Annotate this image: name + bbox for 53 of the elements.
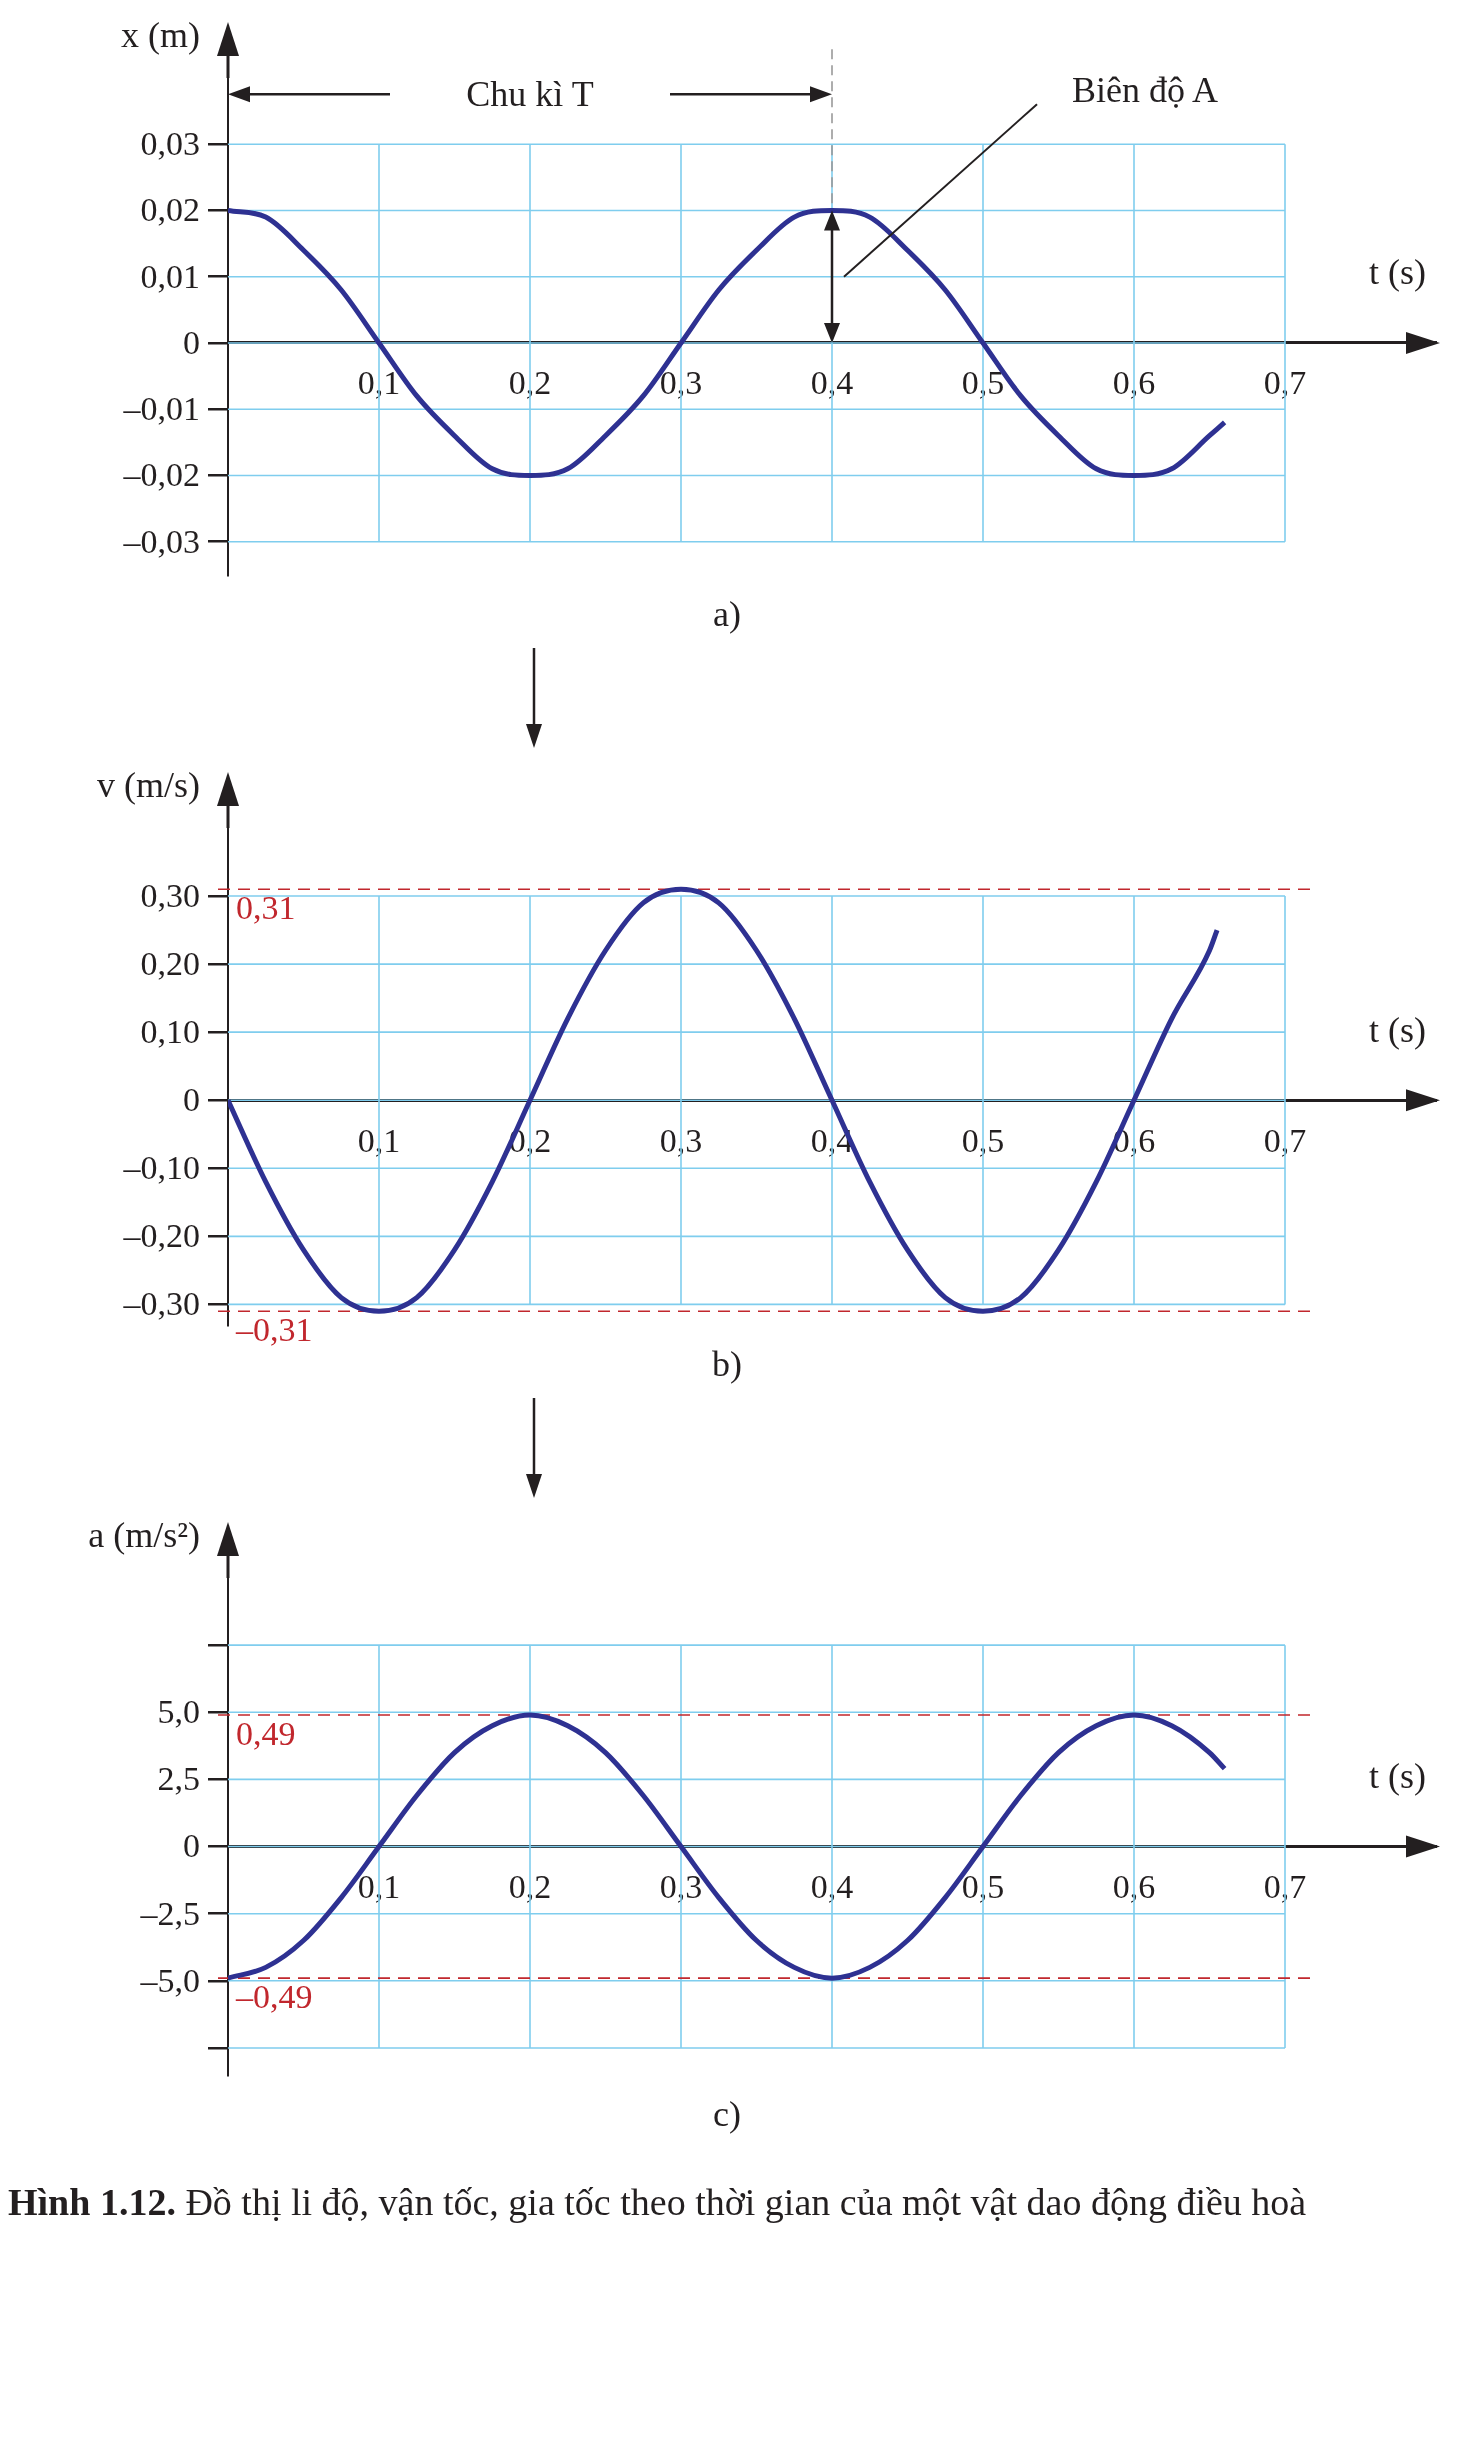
y-tick-label: –5,0 xyxy=(139,1961,200,1999)
ref-line-label: 0,31 xyxy=(236,889,296,927)
x-tick-label: 0,7 xyxy=(1263,364,1307,402)
x-tick-label: 0,7 xyxy=(1263,1867,1307,1905)
y-tick-label: 0 xyxy=(183,1827,200,1865)
y-tick-label: 0,20 xyxy=(140,945,200,983)
y-tick-label: 0,01 xyxy=(140,257,200,295)
y-axis-title: v (m/s) xyxy=(97,765,200,806)
y-tick-label: –0,30 xyxy=(122,1285,200,1323)
y-tick-label: –0,01 xyxy=(122,390,200,428)
x-tick-label: 0,1 xyxy=(357,364,401,402)
y-tick-label: 0 xyxy=(183,1081,200,1119)
y-tick-label: –0,20 xyxy=(122,1217,200,1255)
ref-line-label: –0,31 xyxy=(235,1311,313,1349)
text: b) xyxy=(712,1343,742,1384)
x-tick-label: 0,4 xyxy=(810,1867,854,1905)
y-axis-title: x (m) xyxy=(121,15,200,56)
y-tick-label: 2,5 xyxy=(157,1760,200,1798)
annotation: Chu kì T xyxy=(466,74,594,115)
x-tick-label: 0,1 xyxy=(357,1121,401,1159)
text: a) xyxy=(713,593,741,634)
y-tick-label: 0 xyxy=(183,323,200,361)
annotation: 0,49 xyxy=(236,1714,296,1752)
text: c) xyxy=(713,2093,741,2134)
y-tick-label: –2,5 xyxy=(139,1894,200,1932)
x-tick-label: 0,6 xyxy=(1112,1867,1156,1905)
x-axis-title: t (s) xyxy=(1369,252,1426,293)
y-tick-label: –0,10 xyxy=(122,1149,200,1187)
x-tick-label: 0,7 xyxy=(1263,1121,1307,1159)
x-tick-label: 0,3 xyxy=(659,1867,703,1905)
x-tick-label: 0,5 xyxy=(961,364,1005,402)
y-tick-label: 0,30 xyxy=(140,876,200,914)
y-tick-label: –0,03 xyxy=(122,522,200,560)
x-tick-label: 0,2 xyxy=(508,364,552,402)
annotation: Biên độ A xyxy=(1072,70,1219,111)
x-tick-label: 0,1 xyxy=(357,1867,401,1905)
y-axis-title: a (m/s²) xyxy=(88,1515,200,1556)
x-tick-label: 0,5 xyxy=(961,1867,1005,1905)
y-tick-label: 0,02 xyxy=(140,191,200,229)
x-tick-label: 0,2 xyxy=(508,1867,552,1905)
y-tick-label: –0,02 xyxy=(122,456,200,494)
x-tick-label: 0,5 xyxy=(961,1121,1005,1159)
x-tick-label: 0,3 xyxy=(659,364,703,402)
y-tick-label: 5,0 xyxy=(157,1693,200,1731)
x-axis-title: t (s) xyxy=(1369,1755,1426,1796)
annotation: –0,49 xyxy=(235,1978,313,2016)
x-tick-label: 0,6 xyxy=(1112,364,1156,402)
x-tick-label: 0,4 xyxy=(810,364,854,402)
y-tick-label: 0,10 xyxy=(140,1013,200,1051)
x-tick-label: 0,3 xyxy=(659,1121,703,1159)
x-axis-title: t (s) xyxy=(1369,1009,1426,1050)
y-tick-label: 0,03 xyxy=(140,125,200,163)
text: Hình 1.12. Đồ thị li độ, vận tốc, gia tốc theo thời gian của một vật dao động điều hoà xyxy=(8,2181,1307,2223)
